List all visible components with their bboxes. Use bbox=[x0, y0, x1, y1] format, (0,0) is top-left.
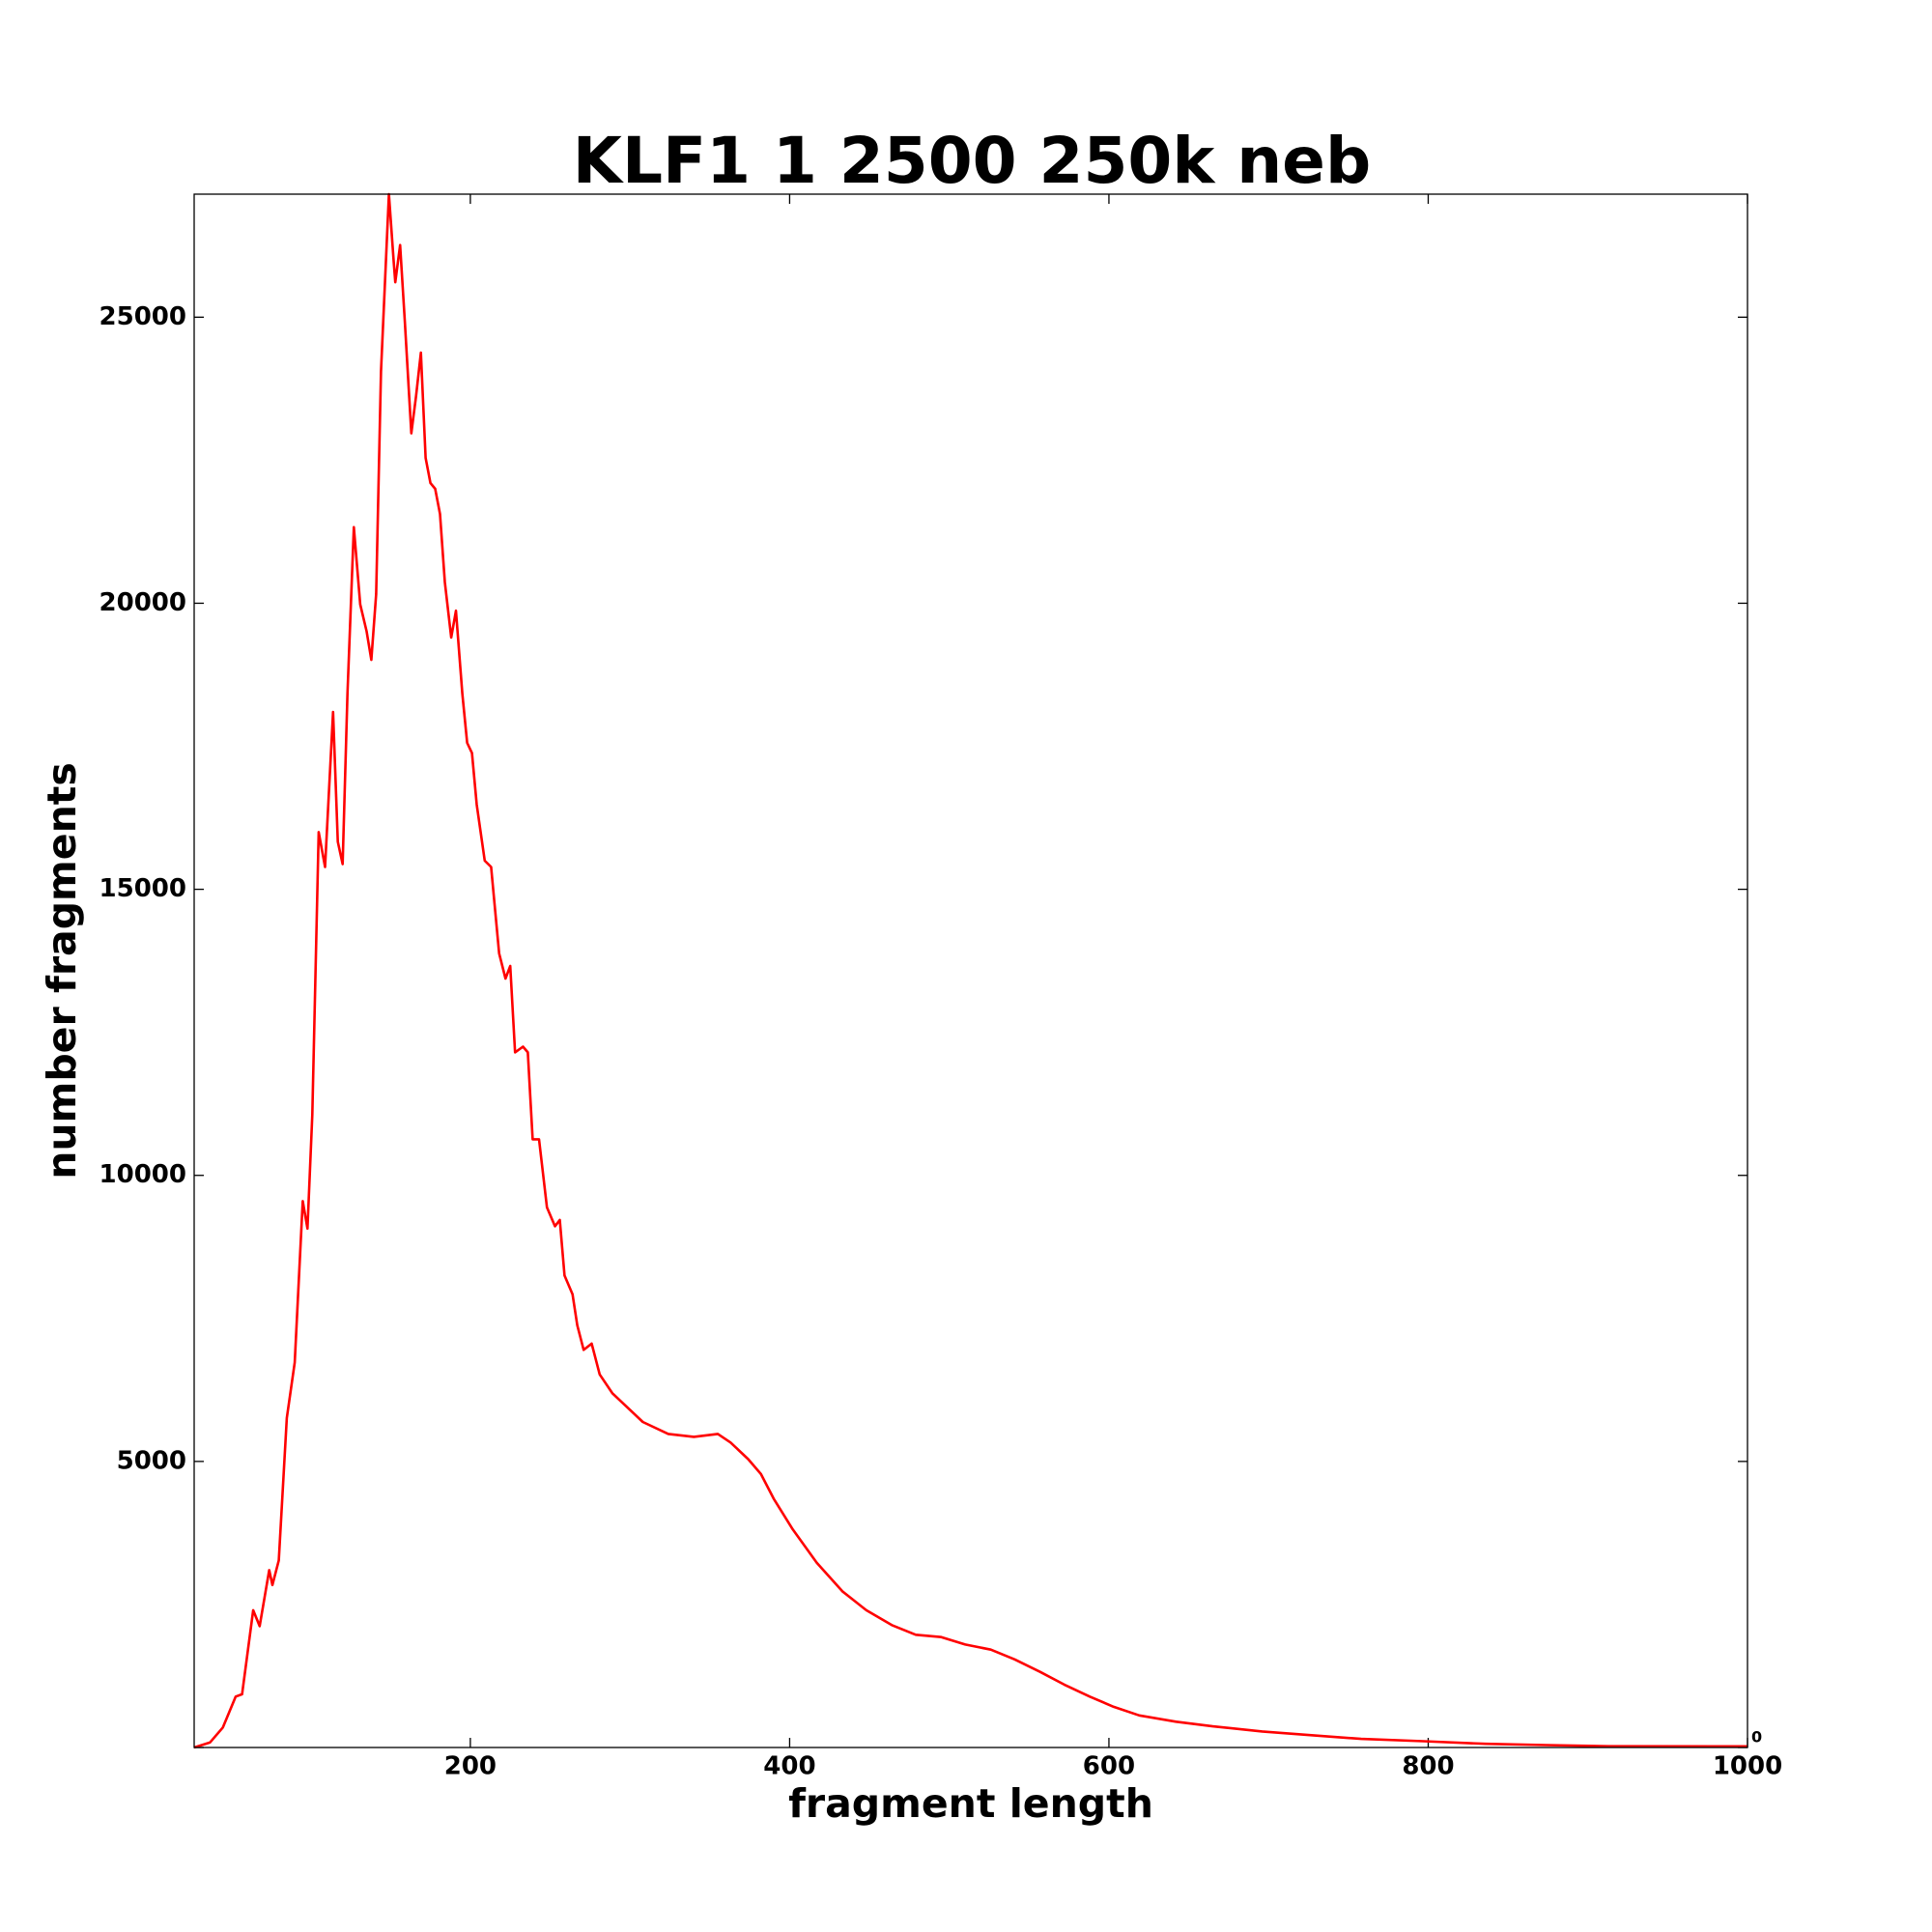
x-tick-label: 600 bbox=[1083, 1752, 1135, 1781]
x-tick-label: 200 bbox=[444, 1752, 497, 1781]
y-tick-label: 5000 bbox=[117, 1446, 186, 1475]
y-tick-label: 10000 bbox=[99, 1160, 186, 1189]
y-axis-label: number fragments bbox=[39, 762, 85, 1179]
y-tick-label: 15000 bbox=[99, 874, 186, 903]
chart-title: KLF1 1 2500 250k neb bbox=[573, 124, 1371, 198]
y-tick-label: 20000 bbox=[99, 588, 186, 617]
x-tick-label: 800 bbox=[1402, 1752, 1454, 1781]
y-tick-label: 25000 bbox=[99, 302, 186, 331]
plot-frame bbox=[193, 193, 1748, 1748]
x-tick-label: 1000 bbox=[1713, 1752, 1782, 1781]
x-axis-label: fragment length bbox=[788, 1780, 1153, 1827]
x-tick-label: 400 bbox=[763, 1752, 815, 1781]
y-tick-label: 0 bbox=[1751, 1728, 1762, 1747]
data-line bbox=[193, 192, 1748, 1749]
